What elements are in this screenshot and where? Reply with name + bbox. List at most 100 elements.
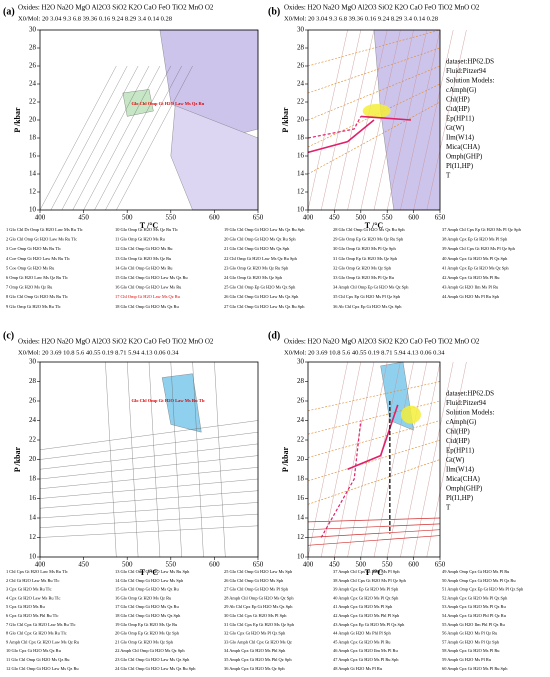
field-legend-entry: 38 Amph Chl Cpx Gt H2O Ms Pl Qz Sph (333, 578, 407, 583)
y-tick-label: 24 (29, 80, 37, 88)
field-legend-entry: 13 Glo Chl Omp Gt H2O Law Ms Ru Sph (115, 569, 190, 574)
boundary-line (192, 361, 204, 558)
x-tick-label: 550 (382, 214, 393, 222)
field-legend-entry: 23 Glo Omp Gt H2O Ms Qz Ru Sph (224, 265, 289, 270)
field-legend-entry: 27 Glo Chl Omp Gt H2O Ms Pl Sph (224, 587, 289, 592)
field-legend-entry: 24 Glo Chl Omp Gt H2O Law Ms Qz Ru Sph (115, 666, 196, 671)
boundary-line (307, 400, 441, 435)
boundary-line (214, 361, 226, 558)
y-tick-label: 18 (29, 475, 37, 483)
field-legend-entry: 32 Glo Cpx Gt H2O Ms Pl Qz Sph (224, 631, 286, 636)
model-entry: dataset:HP62.DS (446, 58, 494, 66)
x-tick-label: 400 (303, 561, 314, 569)
model-entry: Mica(CHA) (446, 143, 480, 151)
model-entry: Ilm(W14) (446, 466, 475, 474)
y-tick-label: 14 (29, 170, 37, 178)
field-legend-entry: 6 Cpx Gt H2O Ms Phl Ru Tlc (6, 613, 59, 618)
plot-frame (39, 29, 259, 211)
y-tick-label: 14 (29, 514, 37, 522)
model-entry: Pl(I1,HP) (446, 494, 474, 502)
boundary-line (307, 47, 441, 94)
field-legend-entry: 20 Glo Omp Ep Gt H2O Ms Qz Sph (115, 631, 180, 636)
field-legend-entry: 47 Amph Cpx Gt H2O Ms Pl Ru Sph (333, 657, 399, 662)
field-legend-entry: 22 Amph Chl Omp Gt H2O Ms Qz Sph (115, 648, 185, 653)
field-legend-entry: 20 Glo Chl Omp Gt H2O Ms Qz Ru Sph (224, 237, 296, 242)
field-legend-entry: 26 Glo Chl Omp Gt H2O Ms Sph (224, 578, 284, 583)
field-legend-entry: 21 Glo Omp Gt H2O Ms Qz Sph (115, 639, 174, 644)
x-tick-label: 550 (166, 561, 177, 569)
boundary-line (426, 29, 467, 211)
highlight-field (362, 104, 391, 118)
boundary-line (307, 529, 441, 538)
boundary-line (334, 29, 375, 211)
field-legend-entry: 40 Amph Cpx Gt H2O Ms Pl Qz Sph (333, 595, 399, 600)
x-tick-label: 450 (329, 214, 340, 222)
boundary-line (307, 420, 441, 458)
field-legend-entry: 3 Coe Omp Gt H2O Ms Ru Tlc (6, 246, 61, 251)
field-legend-entry: 30 Glo Chl Cpx Gt H2O Ms Pl Sph (224, 613, 287, 618)
x-tick-label: 400 (35, 214, 46, 222)
boundary-line (50, 65, 128, 211)
field-legend-entry: 30 Glo Omp Gt H2O Ms Pl Qz Sph (333, 246, 396, 251)
field-legend-entry: 22 Chl Omp Gt H2O Law Ms Qz Ru Sph (224, 256, 298, 261)
field-legend-entry: 44 Amph Gt H2O Ms Pl Ru Sph (442, 294, 500, 299)
boundary-line (39, 65, 117, 211)
boundary-line (83, 65, 161, 211)
boundary-line (39, 525, 259, 538)
field-legend-entry: 32 Glo Omp Gt H2O Ms Qz Sph (333, 265, 392, 270)
x-tick-label: 550 (382, 561, 393, 569)
y-tick-label: 22 (297, 98, 305, 106)
field-legend-entry: 28 Glo Chl Omp Gt H2O Ms Qz Ru Sph (333, 227, 405, 232)
y-tick-label: 16 (29, 494, 37, 502)
field-legend-entry: 5 Cpx Gt H2O Ms Ru (6, 604, 45, 609)
model-entry: T (446, 504, 451, 512)
y-axis-label: P /kbar (281, 446, 290, 472)
y-tick-label: 24 (297, 80, 305, 88)
field-legend-entry: 1 Chl Cpx Gt H2O Law Ms Ru Tlc (6, 569, 68, 574)
y-tick-label: 14 (297, 514, 305, 522)
field-legend-entry: 21 Glo Chl Omp Gt H2O Ms Qz Sph (224, 246, 290, 251)
field-legend-entry: 8 Glo Chl Omp Gt H2O Ms Ru Tlc (6, 294, 68, 299)
field-legend-entry: 7 Glo Chl Cpx Gt H2O Law Ms Ru Tlc (6, 622, 76, 627)
field-legend-entry: 33 Glo Amph Chl Cpx Gt H2O Ms Qz (224, 639, 292, 644)
boundary-line (127, 361, 139, 558)
boundary-line (360, 29, 401, 211)
field-legend-entry: 14 Glo Chl Omp Gt H2O Ms Ru (115, 265, 173, 270)
oxides-header: Oxides: H2O Na2O MgO Al2O3 SiO2 K2O CaO … (284, 4, 480, 12)
x-tick-label: 500 (356, 214, 367, 222)
field-legend-entry: 12 Glo Chl Omp Gt H2O Law Ms Qz Ru (6, 666, 79, 671)
oxides-header: Oxides: H2O Na2O MgO Al2O3 SiO2 K2O CaO … (284, 338, 480, 346)
field-legend-entry: 4 Cpx Gt H2O Law Ms Ru Tlc (6, 595, 60, 600)
boundary-line (39, 455, 259, 480)
field-legend-entry: 11 Glo Chl Omp Gt H2O Ms Qz Ru (6, 657, 70, 662)
boundary-line (61, 65, 139, 211)
model-entry: T (446, 172, 451, 180)
boundary-line (148, 361, 161, 558)
field-legend-entry: 34 Amph Cpx Gt H2O Ms Phl Sph (224, 648, 286, 653)
y-tick-label: 14 (297, 170, 305, 178)
boundary-line (116, 65, 193, 211)
model-entry: Mica(CHA) (446, 475, 480, 483)
x-tick-label: 400 (303, 214, 314, 222)
field-legend-entry: 10 Glo Omp Gt H2O Ms Qz Ru Tlc (115, 227, 178, 232)
x-tick-label: 650 (435, 214, 446, 222)
y-tick-label: 28 (29, 377, 37, 385)
boundary-line (307, 361, 348, 558)
composition-header: X0/Mol: 20 3.69 10.8 5.6 40.55 0.19 8.71… (18, 349, 179, 356)
model-entry: Ctd(HP) (446, 437, 470, 445)
field-legend-entry: 39 Amph Chl Cpx Gt H2O Ms Pl Qz Sph (442, 246, 516, 251)
panel-label: (d) (268, 330, 280, 341)
field-legend-entry: 52 Amph Cpx Gt H2O Ms Pl Qz Sph (442, 595, 508, 600)
field-legend-entry: 26 Glo Chl Omp Gt H2O Law Ms Qz Sph (224, 294, 299, 299)
x-tick-label: 450 (78, 214, 89, 222)
model-entry: Chl(HP) (446, 428, 470, 436)
model-entry: Gt(W) (446, 456, 465, 464)
field-legend-entry: 42 Amph Cpx Gt H2O Ms Pl Ru (442, 275, 500, 280)
field-legend-entry: 14 Glo Chl Omp Gt H2O Law Ms Sph (115, 578, 184, 583)
boundary-line (39, 443, 259, 470)
y-axis-label: P /kbar (13, 446, 22, 472)
x-tick-label: 500 (122, 561, 133, 569)
y-tick-label: 26 (29, 397, 37, 405)
boundary-line (307, 119, 375, 154)
model-entry: Pl(I1,HP) (446, 162, 474, 170)
